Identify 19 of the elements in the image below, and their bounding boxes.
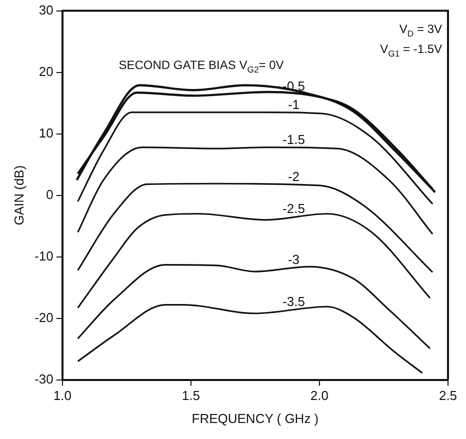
series-label: -3 [288,252,300,268]
series-label: -3.5 [282,294,305,309]
y-tick-label: 20 [38,64,54,79]
y-tick-label: -20 [34,310,54,325]
y-tick-label: 0 [46,186,54,202]
y-tick-label: 10 [38,125,54,140]
x-axis-title: FREQUENCY ( GHz ) [192,410,319,426]
series-label: -1 [288,96,300,112]
x-tick-label: 2.0 [310,388,328,404]
y-axis-title: GAIN (dB) [11,165,26,226]
x-tick-label: 1.0 [53,388,72,404]
series-label: -1.5 [282,132,305,147]
x-tick-label: 2.5 [438,388,458,404]
x-tick-label: 1.5 [182,388,200,404]
y-tick-label: -10 [34,248,54,264]
y-tick-label: 30 [38,2,54,18]
series-label: -2.5 [282,201,305,216]
y-tick-label: -30 [34,371,54,386]
series-label: -2 [288,169,300,184]
